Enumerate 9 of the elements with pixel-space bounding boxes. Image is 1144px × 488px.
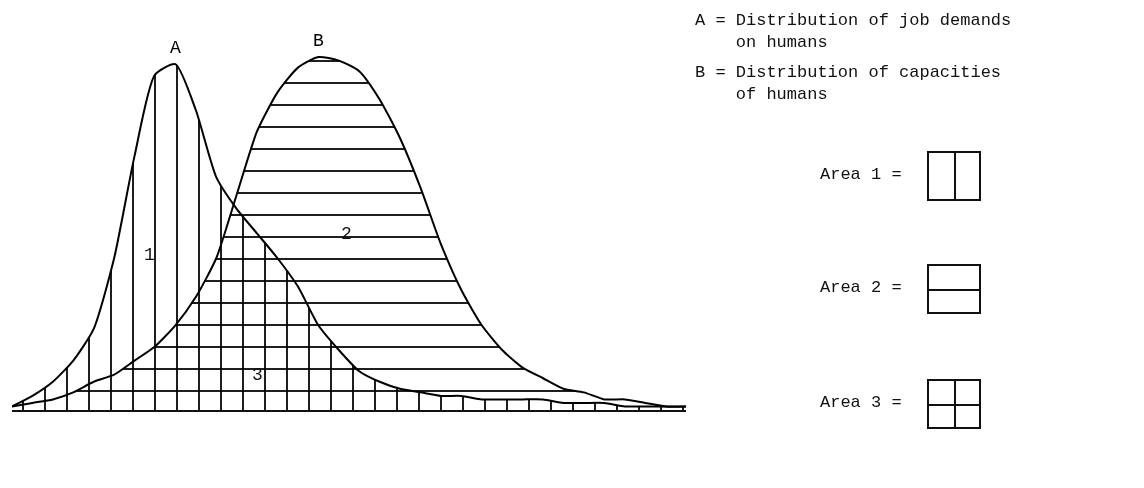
text: Area 3 = (820, 393, 902, 412)
text: Area 2 = (820, 278, 902, 297)
series-label: B (313, 31, 324, 51)
text: A = Distribution of job demands on humans (695, 10, 1013, 54)
annotation: 1 (144, 245, 155, 265)
series-label: A (170, 38, 181, 58)
text: B = Distribution of capacities of humans (695, 62, 1003, 106)
annotation: 3 (252, 365, 263, 385)
text: Area 1 = (820, 165, 902, 184)
